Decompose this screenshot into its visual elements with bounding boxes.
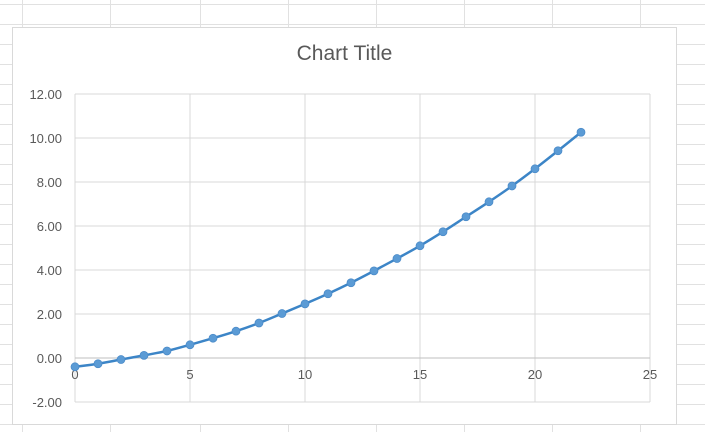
data-point (392, 254, 402, 263)
y-tick-label: 2.00 (37, 307, 62, 322)
y-tick-label: 12.00 (29, 87, 62, 102)
x-tick-label: 0 (71, 367, 78, 382)
y-tick-label: 4.00 (37, 263, 62, 278)
data-point (484, 197, 494, 207)
x-tick-label: 15 (413, 367, 427, 382)
data-point (346, 278, 356, 288)
series-line (74, 131, 582, 369)
chart-title[interactable]: Chart Title (296, 42, 393, 65)
data-point (530, 164, 540, 174)
data-point (139, 350, 149, 360)
data-point (553, 146, 563, 156)
y-tick-label: -2.00 (32, 395, 62, 410)
x-tick-label: 10 (298, 367, 312, 382)
y-tick-label: 8.00 (37, 175, 62, 190)
data-point (185, 340, 195, 350)
data-point (162, 346, 172, 356)
data-point (116, 355, 126, 364)
data-point (576, 127, 586, 137)
x-tick-label: 20 (528, 367, 542, 382)
y-tick-label: 10.00 (29, 131, 62, 146)
data-point (208, 333, 218, 343)
x-tick-label: 5 (186, 367, 193, 382)
data-point (231, 326, 241, 336)
data-point (369, 266, 379, 276)
plot-area: -2.00 0.00 2.00 4.00 6.00 8.00 10.00 12.00 0 5 10 1… (29, 87, 657, 410)
x-tick-label: 25 (643, 367, 657, 382)
y-tick-label: 0.00 (37, 351, 62, 366)
data-point (277, 309, 287, 318)
data-point (461, 212, 471, 222)
data-point (507, 181, 517, 191)
y-tick-label: 6.00 (37, 219, 62, 234)
data-point (323, 289, 333, 299)
data-point (415, 241, 425, 251)
data-point (93, 359, 103, 369)
data-point (300, 299, 310, 309)
chart-area[interactable]: Chart Title -2.00 0.00 2.00 4.00 6.00 8.00 10.… (12, 27, 677, 425)
data-point (254, 318, 264, 328)
data-point (438, 227, 448, 237)
data-point (70, 362, 80, 372)
